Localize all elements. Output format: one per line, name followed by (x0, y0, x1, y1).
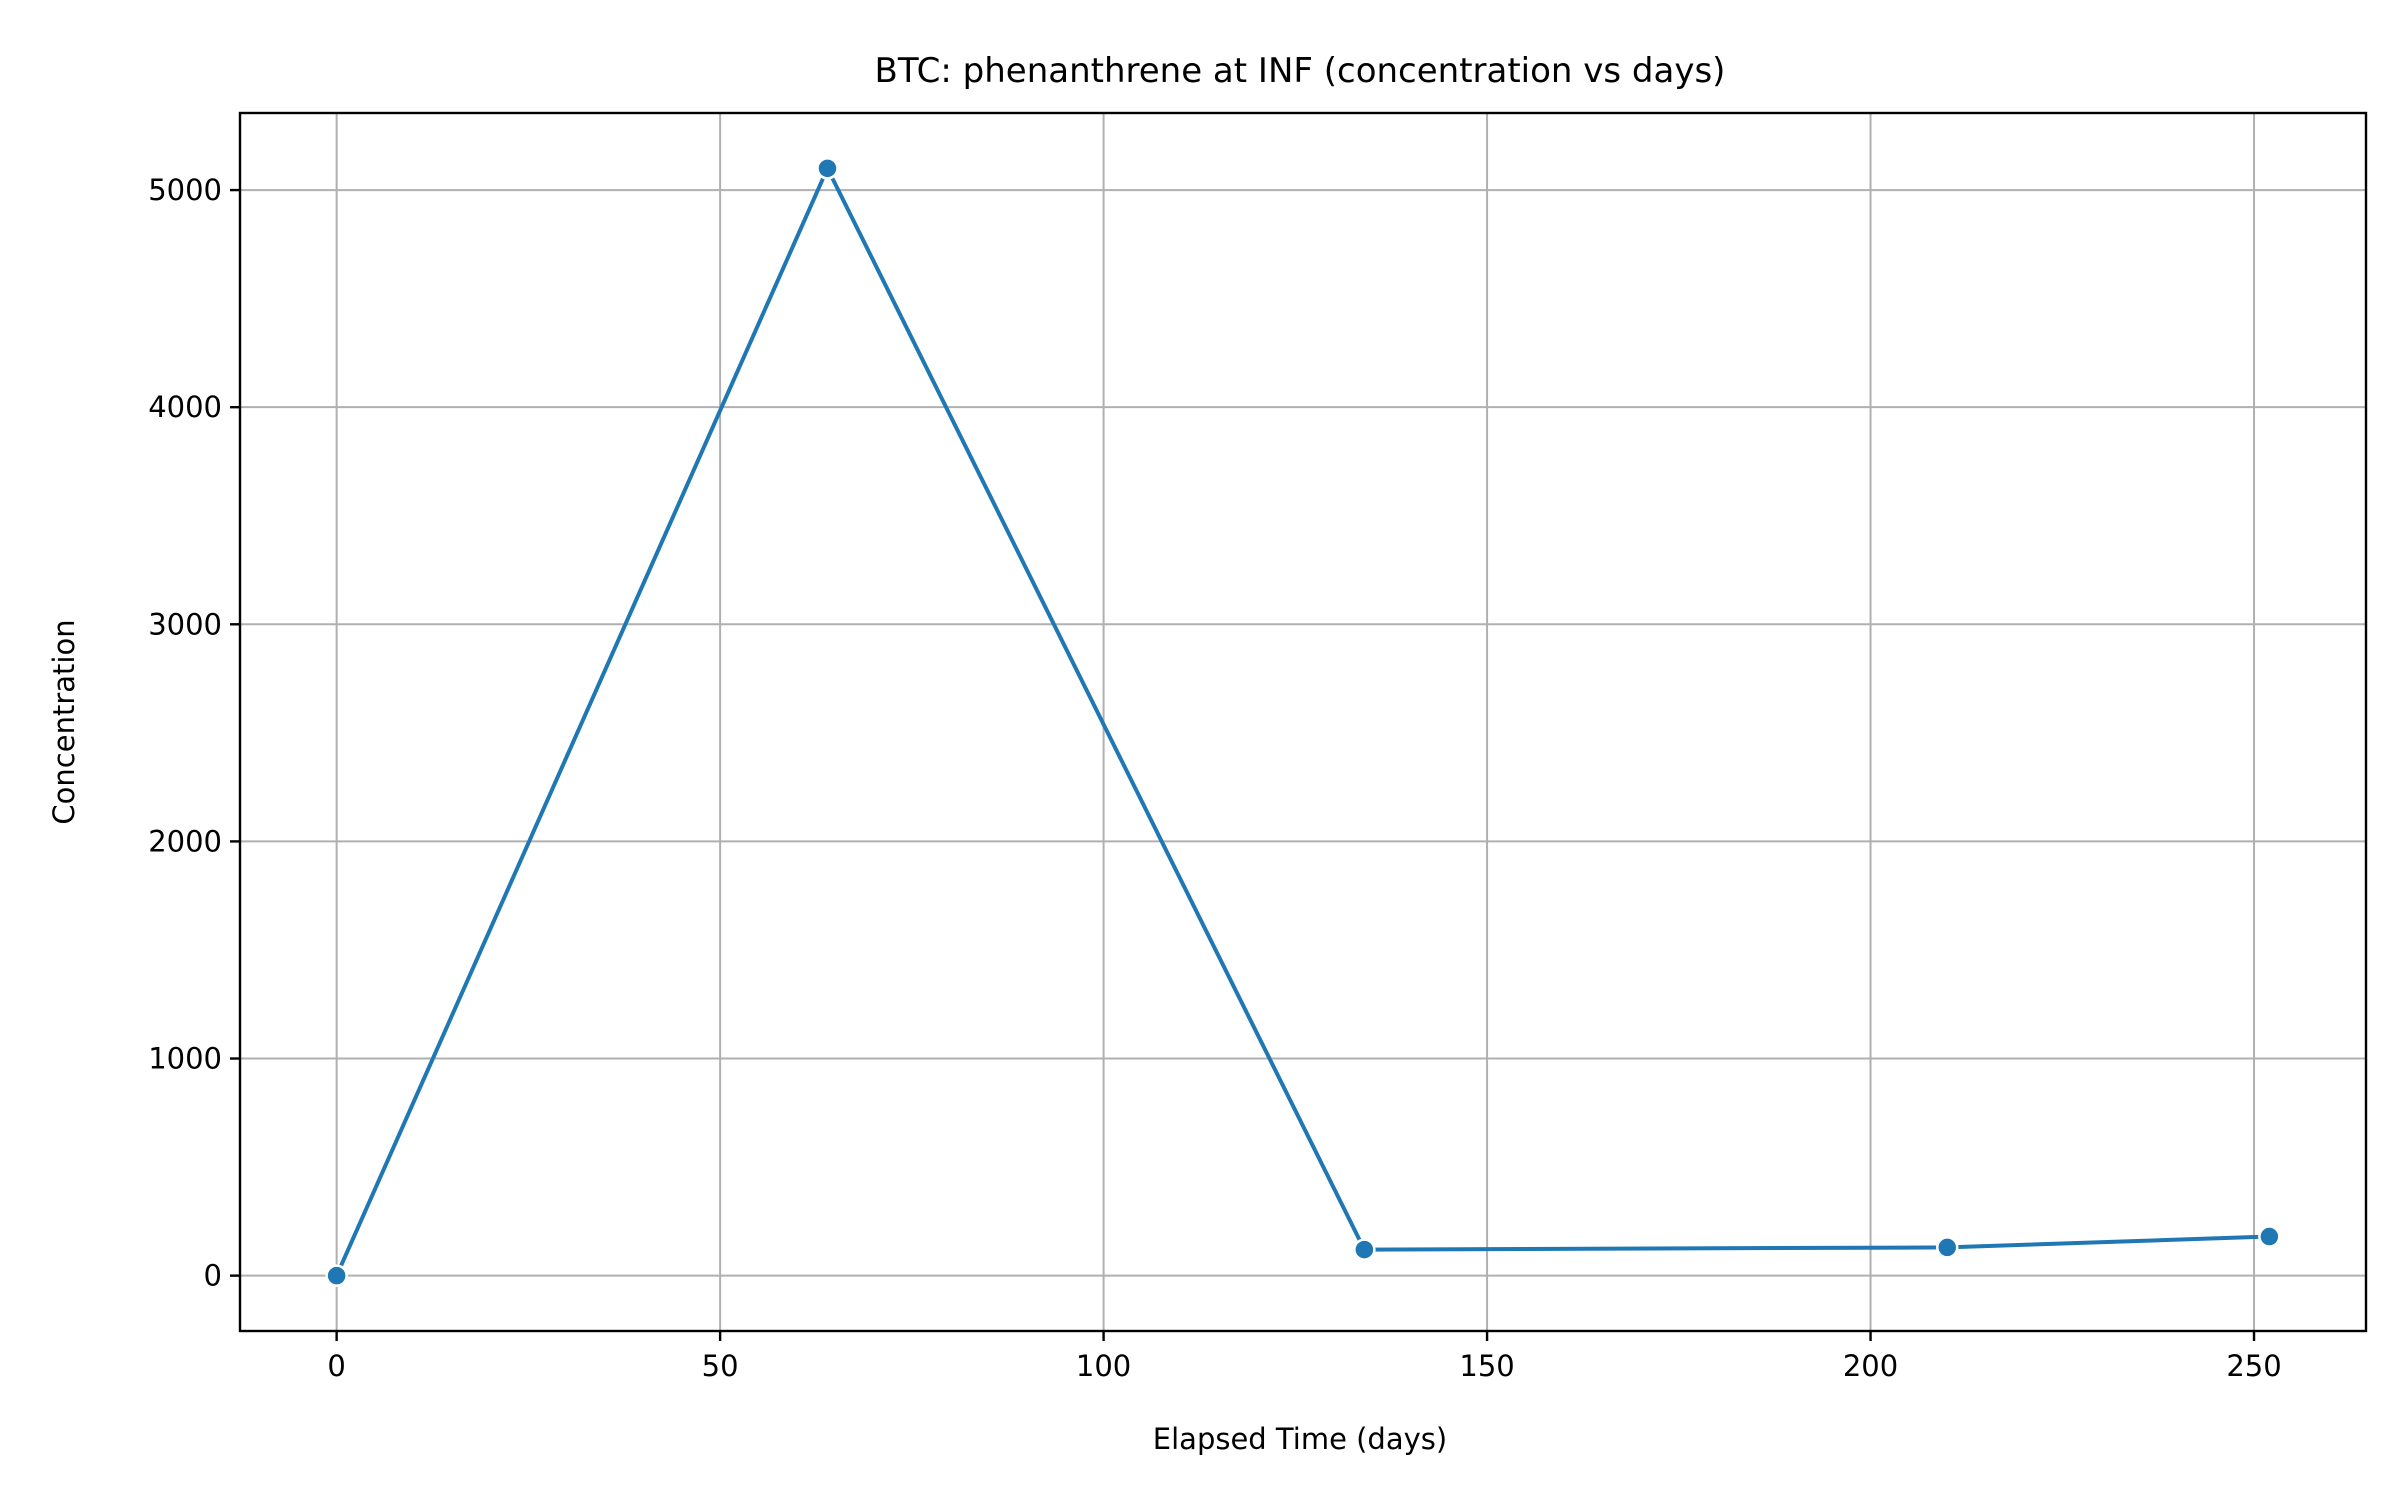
data-point (816, 157, 839, 180)
x-tick-label: 50 (702, 1349, 739, 1383)
y-tick-label: 1000 (148, 1042, 222, 1076)
data-point (1935, 1236, 1959, 1259)
x-axis-label: Elapsed Time (days) (1153, 1422, 1447, 1456)
y-tick-label: 2000 (148, 824, 222, 858)
series-line (334, 166, 2270, 1277)
x-tick-label: 100 (1076, 1349, 1131, 1383)
y-tick-label: 4000 (148, 390, 222, 424)
x-tick-label: 200 (1843, 1349, 1898, 1383)
y-axis-label: Concentration (47, 619, 81, 824)
chart-title: BTC: phenanthrene at INF (concentration … (875, 51, 1726, 91)
y-tick-label: 5000 (148, 173, 222, 207)
grid (240, 113, 2366, 1331)
data-point (325, 1264, 348, 1287)
data-point (2258, 1225, 2281, 1248)
data-point (1353, 1238, 1376, 1261)
y-tick-label: 0 (204, 1259, 222, 1293)
series-plot (325, 157, 2281, 1287)
x-tick-label: 0 (327, 1349, 345, 1383)
x-tick-label: 150 (1459, 1349, 1514, 1383)
x-axis-ticks: 0 50 100 150 200 250 (327, 1331, 2282, 1383)
x-tick-label: 250 (2226, 1349, 2281, 1383)
y-axis-ticks: 0 1000 2000 3000 4000 5000 (148, 173, 240, 1293)
y-tick-label: 3000 (148, 607, 222, 641)
plot-frame (238, 111, 2368, 1333)
